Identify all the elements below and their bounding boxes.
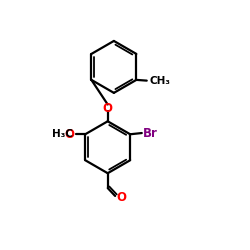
Text: O: O [103, 102, 113, 116]
Text: O: O [117, 191, 127, 204]
Text: Br: Br [143, 126, 158, 140]
Text: H₃C: H₃C [52, 129, 73, 139]
Text: CH₃: CH₃ [150, 76, 171, 86]
Text: O: O [65, 128, 75, 141]
